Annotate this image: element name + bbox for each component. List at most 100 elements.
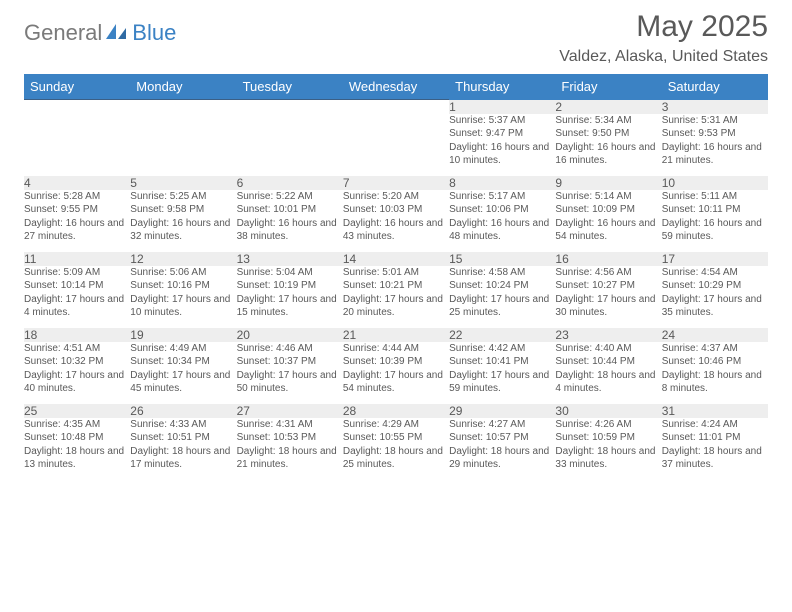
sunset-text: Sunset: 10:34 PM [130,355,236,369]
sunset-text: Sunset: 10:14 PM [24,279,130,293]
logo: General Blue [24,10,176,46]
sunrise-text: Sunrise: 5:31 AM [662,114,768,128]
day-detail-cell: Sunrise: 5:01 AMSunset: 10:21 PMDaylight… [343,266,449,328]
sunset-text: Sunset: 10:55 PM [343,431,449,445]
sunset-text: Sunset: 10:39 PM [343,355,449,369]
daylight-text: Daylight: 18 hours and 17 minutes. [130,445,236,472]
day-number-cell: 18 [24,328,130,342]
sunset-text: Sunset: 9:55 PM [24,203,130,217]
logo-text-general: General [24,20,102,46]
sunrise-text: Sunrise: 5:06 AM [130,266,236,280]
day-detail-cell: Sunrise: 5:06 AMSunset: 10:16 PMDaylight… [130,266,236,328]
day-number-cell: 21 [343,328,449,342]
sunrise-text: Sunrise: 5:20 AM [343,190,449,204]
daylight-text: Daylight: 16 hours and 21 minutes. [662,141,768,168]
sunset-text: Sunset: 10:16 PM [130,279,236,293]
sunrise-text: Sunrise: 4:49 AM [130,342,236,356]
day-number-cell: 2 [555,100,661,114]
sunset-text: Sunset: 11:01 PM [662,431,768,445]
day-detail-cell: Sunrise: 4:58 AMSunset: 10:24 PMDaylight… [449,266,555,328]
day-detail-cell: Sunrise: 4:33 AMSunset: 10:51 PMDaylight… [130,418,236,480]
day-number-cell: 25 [24,404,130,418]
day-detail-cell: Sunrise: 4:27 AMSunset: 10:57 PMDaylight… [449,418,555,480]
sunset-text: Sunset: 10:32 PM [24,355,130,369]
detail-row: Sunrise: 5:09 AMSunset: 10:14 PMDaylight… [24,266,768,328]
sunrise-text: Sunrise: 5:37 AM [449,114,555,128]
detail-row: Sunrise: 5:28 AMSunset: 9:55 PMDaylight:… [24,190,768,252]
sunset-text: Sunset: 10:44 PM [555,355,661,369]
sunrise-text: Sunrise: 4:33 AM [130,418,236,432]
sunset-text: Sunset: 10:46 PM [662,355,768,369]
day-number-cell: 3 [662,100,768,114]
day-number-cell: 14 [343,252,449,266]
logo-text-blue: Blue [132,20,176,46]
sunrise-text: Sunrise: 5:04 AM [237,266,343,280]
daynum-row: 45678910 [24,176,768,190]
day-detail-cell [24,114,130,176]
sunrise-text: Sunrise: 4:31 AM [237,418,343,432]
day-header: Thursday [449,74,555,100]
day-detail-cell: Sunrise: 5:09 AMSunset: 10:14 PMDaylight… [24,266,130,328]
sunset-text: Sunset: 10:01 PM [237,203,343,217]
day-detail-cell [343,114,449,176]
daylight-text: Daylight: 18 hours and 29 minutes. [449,445,555,472]
day-number-cell: 15 [449,252,555,266]
day-number-cell [24,100,130,114]
day-number-cell: 20 [237,328,343,342]
sunset-text: Sunset: 10:19 PM [237,279,343,293]
day-number-cell: 31 [662,404,768,418]
day-header-row: Sunday Monday Tuesday Wednesday Thursday… [24,74,768,100]
daylight-text: Daylight: 17 hours and 10 minutes. [130,293,236,320]
day-header: Sunday [24,74,130,100]
day-detail-cell: Sunrise: 5:31 AMSunset: 9:53 PMDaylight:… [662,114,768,176]
sunrise-text: Sunrise: 5:09 AM [24,266,130,280]
sunrise-text: Sunrise: 5:11 AM [662,190,768,204]
daylight-text: Daylight: 16 hours and 48 minutes. [449,217,555,244]
sunset-text: Sunset: 10:11 PM [662,203,768,217]
logo-sail-icon [106,22,128,45]
sunset-text: Sunset: 10:06 PM [449,203,555,217]
day-detail-cell: Sunrise: 4:42 AMSunset: 10:41 PMDaylight… [449,342,555,404]
daylight-text: Daylight: 17 hours and 59 minutes. [449,369,555,396]
day-number-cell [343,100,449,114]
day-detail-cell: Sunrise: 5:14 AMSunset: 10:09 PMDaylight… [555,190,661,252]
sunset-text: Sunset: 10:51 PM [130,431,236,445]
daylight-text: Daylight: 18 hours and 33 minutes. [555,445,661,472]
day-number-cell: 26 [130,404,236,418]
sunset-text: Sunset: 10:21 PM [343,279,449,293]
day-detail-cell: Sunrise: 4:40 AMSunset: 10:44 PMDaylight… [555,342,661,404]
daylight-text: Daylight: 16 hours and 54 minutes. [555,217,661,244]
daylight-text: Daylight: 17 hours and 50 minutes. [237,369,343,396]
day-number-cell: 1 [449,100,555,114]
sunrise-text: Sunrise: 4:54 AM [662,266,768,280]
day-detail-cell: Sunrise: 4:24 AMSunset: 11:01 PMDaylight… [662,418,768,480]
day-number-cell: 4 [24,176,130,190]
daylight-text: Daylight: 17 hours and 20 minutes. [343,293,449,320]
sunrise-text: Sunrise: 4:26 AM [555,418,661,432]
day-number-cell: 10 [662,176,768,190]
day-detail-cell: Sunrise: 4:37 AMSunset: 10:46 PMDaylight… [662,342,768,404]
sunrise-text: Sunrise: 5:28 AM [24,190,130,204]
sunrise-text: Sunrise: 5:14 AM [555,190,661,204]
daynum-row: 18192021222324 [24,328,768,342]
day-number-cell: 19 [130,328,236,342]
day-number-cell: 16 [555,252,661,266]
day-number-cell: 8 [449,176,555,190]
daynum-row: 123 [24,100,768,114]
day-number-cell: 22 [449,328,555,342]
day-header: Friday [555,74,661,100]
day-detail-cell: Sunrise: 4:29 AMSunset: 10:55 PMDaylight… [343,418,449,480]
daylight-text: Daylight: 17 hours and 40 minutes. [24,369,130,396]
day-detail-cell: Sunrise: 5:28 AMSunset: 9:55 PMDaylight:… [24,190,130,252]
daylight-text: Daylight: 17 hours and 35 minutes. [662,293,768,320]
sunrise-text: Sunrise: 5:25 AM [130,190,236,204]
daylight-text: Daylight: 16 hours and 27 minutes. [24,217,130,244]
sunrise-text: Sunrise: 4:29 AM [343,418,449,432]
sunset-text: Sunset: 10:09 PM [555,203,661,217]
sunrise-text: Sunrise: 4:46 AM [237,342,343,356]
sunrise-text: Sunrise: 5:34 AM [555,114,661,128]
day-detail-cell [237,114,343,176]
day-detail-cell: Sunrise: 4:56 AMSunset: 10:27 PMDaylight… [555,266,661,328]
day-detail-cell: Sunrise: 4:26 AMSunset: 10:59 PMDaylight… [555,418,661,480]
daylight-text: Daylight: 17 hours and 25 minutes. [449,293,555,320]
